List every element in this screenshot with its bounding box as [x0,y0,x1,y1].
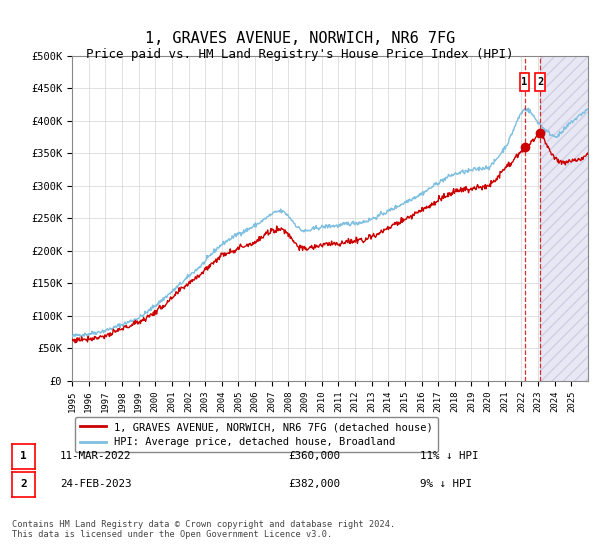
Text: 11% ↓ HPI: 11% ↓ HPI [420,451,479,461]
Text: £360,000: £360,000 [288,451,340,461]
Text: 11-MAR-2022: 11-MAR-2022 [60,451,131,461]
Text: 1: 1 [521,77,528,87]
Text: Contains HM Land Registry data © Crown copyright and database right 2024.
This d: Contains HM Land Registry data © Crown c… [12,520,395,539]
Bar [540,56,596,381]
Bar [520,73,529,91]
Bar [540,56,596,381]
Text: £382,000: £382,000 [288,479,340,489]
Text: 1, GRAVES AVENUE, NORWICH, NR6 7FG: 1, GRAVES AVENUE, NORWICH, NR6 7FG [145,31,455,46]
Text: 24-FEB-2023: 24-FEB-2023 [60,479,131,489]
Text: 2: 2 [20,479,27,489]
Legend: 1, GRAVES AVENUE, NORWICH, NR6 7FG (detached house), HPI: Average price, detache: 1, GRAVES AVENUE, NORWICH, NR6 7FG (deta… [74,417,438,452]
Bar [535,73,545,91]
Text: 1: 1 [20,451,27,461]
Text: 9% ↓ HPI: 9% ↓ HPI [420,479,472,489]
Text: 2: 2 [537,77,543,87]
Text: Price paid vs. HM Land Registry's House Price Index (HPI): Price paid vs. HM Land Registry's House … [86,48,514,60]
